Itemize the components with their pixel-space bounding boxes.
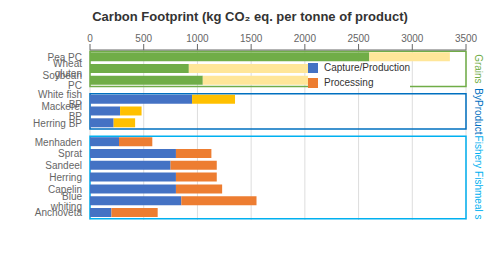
svg-text:0: 0: [87, 33, 93, 44]
svg-text:1500: 1500: [240, 33, 263, 44]
svg-text:Capelin: Capelin: [48, 184, 82, 195]
svg-text:3500: 3500: [455, 33, 478, 44]
svg-text:Sprat: Sprat: [58, 148, 82, 159]
svg-text:3000: 3000: [401, 33, 424, 44]
svg-text:Fishery Fishmeal s: Fishery Fishmeal s: [473, 136, 484, 220]
svg-text:Herring: Herring: [49, 172, 82, 183]
svg-text:Grains: Grains: [473, 54, 484, 83]
svg-text:ByProduct: ByProduct: [473, 88, 484, 134]
svg-text:2000: 2000: [294, 33, 317, 44]
svg-text:2500: 2500: [347, 33, 370, 44]
svg-text:500: 500: [135, 33, 152, 44]
svg-text:Pea PC: Pea PC: [48, 52, 82, 63]
svg-text:Sandeel: Sandeel: [45, 160, 82, 171]
svg-text:White fishBP: White fishBP: [38, 89, 82, 110]
svg-text:1000: 1000: [186, 33, 209, 44]
svg-text:Menhaden: Menhaden: [35, 137, 82, 148]
